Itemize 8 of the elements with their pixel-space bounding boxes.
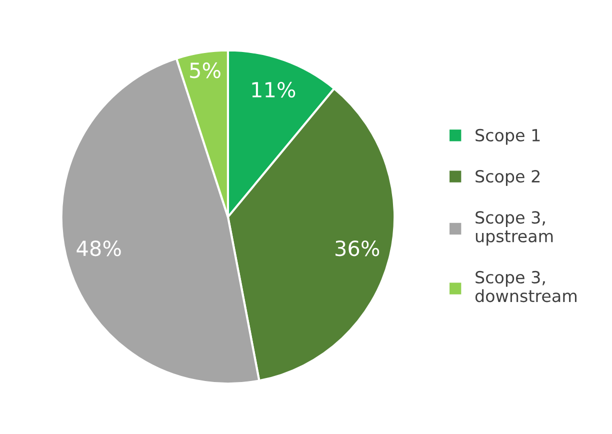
data-label: 48%	[76, 240, 121, 256]
legend-label: Scope 1	[476, 128, 540, 145]
legend-label: Scope 2	[476, 170, 540, 186]
legend-label: Scope 3, upstream	[476, 211, 553, 246]
data-label: 5%	[190, 62, 220, 78]
data-label: 36%	[336, 240, 380, 256]
data-label: 11%	[252, 82, 296, 98]
legend-label: Scope 3, downstream	[475, 270, 576, 302]
